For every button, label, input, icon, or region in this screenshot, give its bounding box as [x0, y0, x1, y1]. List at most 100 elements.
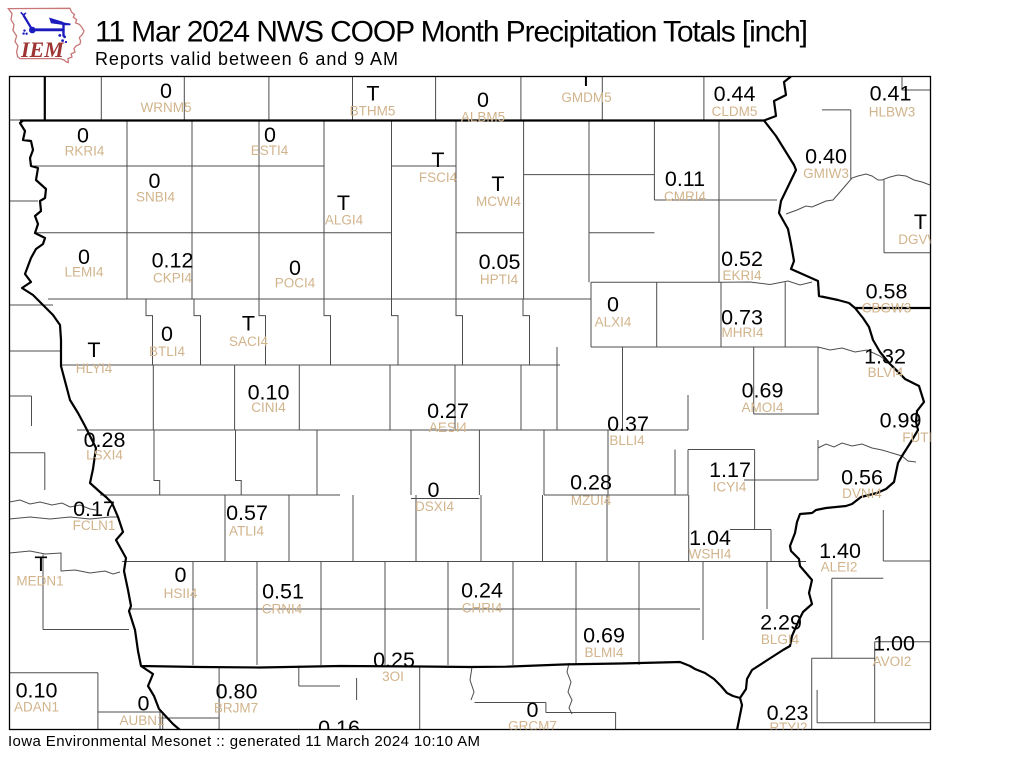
svg-text:0: 0 — [264, 123, 276, 147]
svg-text:T: T — [579, 67, 592, 91]
svg-text:CBGW3: CBGW3 — [862, 300, 912, 315]
svg-text:Reports valid between 6 and 9: Reports valid between 6 and 9 AM — [95, 49, 398, 69]
svg-text:CLDM5: CLDM5 — [712, 104, 758, 119]
svg-text:0: 0 — [161, 322, 173, 346]
svg-text:0: 0 — [138, 691, 150, 715]
svg-text:GRCM7: GRCM7 — [508, 718, 557, 733]
svg-text:CINI4: CINI4 — [251, 400, 286, 415]
svg-text:ALXI4: ALXI4 — [595, 314, 632, 329]
svg-text:CKPI4: CKPI4 — [153, 270, 193, 285]
svg-text:0.10: 0.10 — [248, 380, 290, 404]
svg-text:HLBW3: HLBW3 — [869, 104, 916, 119]
svg-text:0: 0 — [527, 698, 539, 722]
svg-text:SNBI4: SNBI4 — [136, 189, 176, 204]
svg-text:MHRI4: MHRI4 — [721, 325, 763, 340]
svg-text:BTLI4: BTLI4 — [149, 344, 186, 359]
svg-text:T: T — [87, 338, 100, 362]
svg-text:ESTI4: ESTI4 — [251, 143, 289, 158]
svg-text:FSCI4: FSCI4 — [419, 170, 458, 185]
svg-text:LEMI4: LEMI4 — [64, 264, 104, 279]
svg-text:0.16: 0.16 — [318, 716, 360, 740]
svg-text:BLVI4: BLVI4 — [868, 365, 904, 380]
svg-text:BRJM7: BRJM7 — [214, 700, 258, 715]
svg-text:0.69: 0.69 — [742, 378, 784, 402]
svg-text:ATLI4: ATLI4 — [229, 523, 265, 538]
svg-text:ICYI4: ICYI4 — [713, 479, 747, 494]
svg-text:GMDM5: GMDM5 — [561, 90, 611, 105]
svg-text:0: 0 — [160, 79, 172, 103]
svg-text:11 Mar 2024 NWS COOP Month Pre: 11 Mar 2024 NWS COOP Month Precipitation… — [95, 16, 808, 49]
svg-text:0: 0 — [175, 563, 187, 587]
svg-text:GMIW3: GMIW3 — [803, 166, 849, 181]
svg-text:LSXI4: LSXI4 — [86, 447, 123, 462]
svg-text:BLMI4: BLMI4 — [584, 645, 624, 660]
svg-text:ALGI4: ALGI4 — [325, 212, 364, 227]
svg-text:0: 0 — [78, 245, 90, 269]
svg-text:0.23: 0.23 — [767, 701, 809, 725]
svg-text:0.10: 0.10 — [16, 678, 58, 702]
svg-text:3OI: 3OI — [382, 669, 404, 684]
svg-text:0.24: 0.24 — [461, 578, 503, 602]
svg-text:BLLI4: BLLI4 — [609, 433, 645, 448]
svg-text:1.00: 1.00 — [873, 631, 915, 655]
svg-text:AUBN1: AUBN1 — [119, 713, 164, 728]
svg-text:0.73: 0.73 — [721, 305, 763, 329]
svg-text:0.27: 0.27 — [427, 399, 469, 423]
svg-text:HSII4: HSII4 — [164, 586, 198, 601]
svg-text:0.28: 0.28 — [84, 428, 126, 452]
svg-text:0: 0 — [477, 88, 489, 112]
svg-text:0.80: 0.80 — [216, 679, 258, 703]
svg-text:0: 0 — [607, 292, 619, 316]
svg-text:0.40: 0.40 — [805, 144, 847, 168]
svg-text:T: T — [914, 210, 927, 234]
svg-text:1.40: 1.40 — [819, 539, 861, 563]
svg-text:0.41: 0.41 — [870, 81, 912, 105]
svg-text:0.12: 0.12 — [152, 248, 194, 272]
svg-text:DGVW3: DGVW3 — [898, 232, 948, 247]
svg-text:T: T — [491, 172, 504, 196]
svg-text:BLGI4: BLGI4 — [761, 632, 800, 647]
svg-text:AMOI4: AMOI4 — [741, 400, 784, 415]
svg-text:SACI4: SACI4 — [229, 334, 269, 349]
svg-text:0: 0 — [289, 256, 301, 280]
svg-text:T: T — [431, 148, 444, 172]
svg-text:0.05: 0.05 — [479, 250, 521, 274]
svg-text:0.11: 0.11 — [665, 167, 705, 191]
svg-text:T: T — [337, 191, 350, 215]
svg-text:0.37: 0.37 — [607, 412, 649, 436]
svg-text:T: T — [242, 311, 255, 335]
svg-text:FCLN1: FCLN1 — [73, 518, 116, 533]
svg-text:HLYI4: HLYI4 — [76, 361, 113, 376]
svg-text:HPTI4: HPTI4 — [480, 272, 519, 287]
svg-text:ALBM5: ALBM5 — [461, 109, 505, 124]
svg-text:0.52: 0.52 — [721, 247, 763, 271]
svg-text:MZUI4: MZUI4 — [571, 493, 612, 508]
svg-text:1.17: 1.17 — [709, 458, 751, 482]
svg-text:0.58: 0.58 — [866, 279, 908, 303]
svg-text:0: 0 — [428, 478, 440, 502]
svg-text:CHRI4: CHRI4 — [462, 600, 503, 615]
svg-text:IEM: IEM — [20, 37, 65, 62]
svg-text:T: T — [34, 552, 47, 576]
svg-text:1.32: 1.32 — [864, 344, 906, 368]
svg-text:ALEI2: ALEI2 — [821, 559, 858, 574]
svg-text:0.57: 0.57 — [226, 501, 268, 525]
svg-text:MCWI4: MCWI4 — [476, 194, 521, 209]
svg-text:CMRI4: CMRI4 — [664, 189, 706, 204]
svg-text:WSHI4: WSHI4 — [689, 546, 732, 561]
svg-text:EKRI4: EKRI4 — [722, 268, 762, 283]
svg-text:0.17: 0.17 — [73, 497, 115, 521]
svg-text:0.99: 0.99 — [880, 408, 922, 432]
svg-text:RTYI2: RTYI2 — [769, 720, 807, 735]
svg-text:AVOI2: AVOI2 — [873, 654, 912, 669]
svg-text:0: 0 — [77, 123, 89, 147]
svg-text:0.56: 0.56 — [841, 465, 883, 489]
svg-text:CRNI4: CRNI4 — [262, 601, 303, 616]
svg-text:0.25: 0.25 — [373, 648, 415, 672]
svg-text:WRNM5: WRNM5 — [141, 100, 192, 115]
svg-text:FUTI2: FUTI2 — [902, 430, 940, 445]
svg-text:Iowa Environmental Mesonet ::: Iowa Environmental Mesonet :: generated … — [8, 733, 480, 750]
svg-text:AESI4: AESI4 — [429, 420, 468, 435]
svg-text:MEDN1: MEDN1 — [16, 573, 63, 588]
svg-text:0.51: 0.51 — [262, 579, 304, 603]
